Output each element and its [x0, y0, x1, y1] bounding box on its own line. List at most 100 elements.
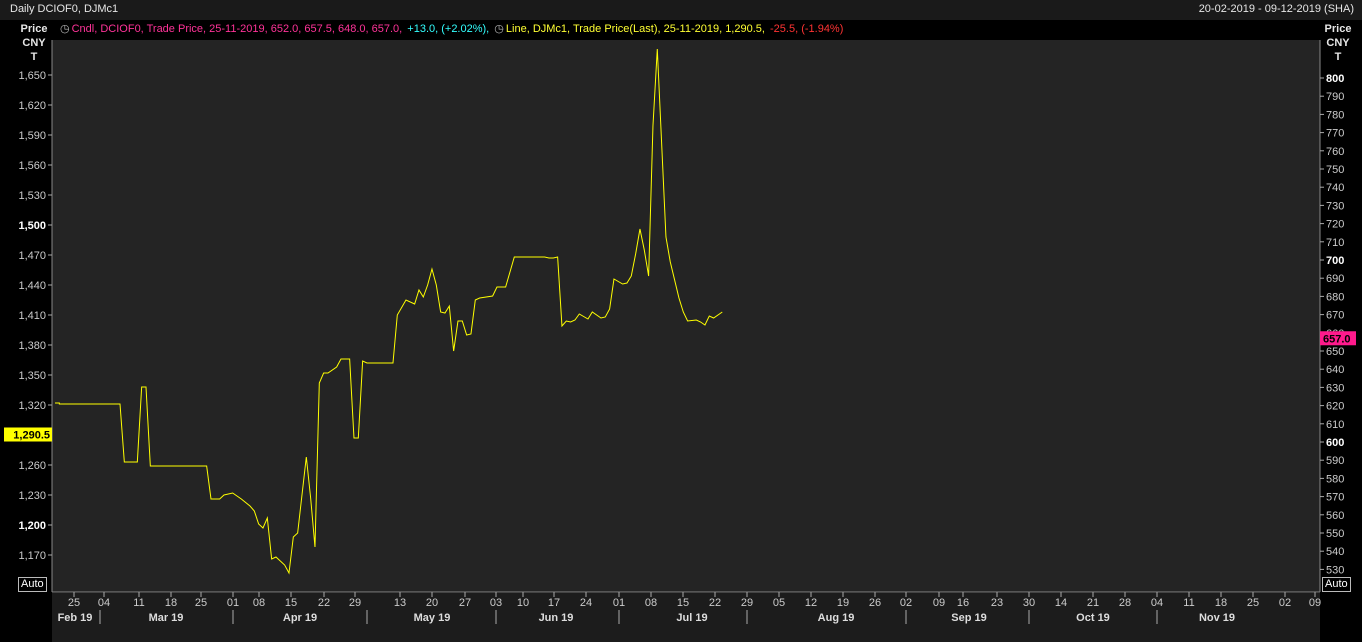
line-legend-icon[interactable]: ◷: [494, 23, 504, 35]
right-tick-label: 580: [1326, 473, 1344, 485]
x-tick-label: 23: [991, 597, 1003, 609]
left-tick-label: 1,320: [18, 400, 46, 412]
right-tick-label: 550: [1326, 528, 1344, 540]
right-tick-label: 750: [1326, 164, 1344, 176]
x-tick-label: 25: [68, 597, 80, 609]
last-candle-value: 657.0: [1323, 333, 1351, 345]
x-tick-label: 22: [318, 597, 330, 609]
month-label: May 19: [414, 612, 451, 624]
left-tick-label: 1,470: [18, 250, 46, 262]
x-tick-label: 02: [900, 597, 912, 609]
x-tick-label: 13: [394, 597, 406, 609]
left-tick-label: 1,260: [18, 460, 46, 472]
left-tick-label: 1,410: [18, 310, 46, 322]
last-candle-value-badge: [1320, 331, 1356, 346]
line-legend-label: Line, DJMc1, Trade Price(Last), 25-11-20…: [505, 23, 765, 35]
candle-legend-change: +13.0, (+2.02%),: [407, 23, 490, 35]
x-tick-label: 15: [285, 597, 297, 609]
x-tick-label: 28: [1119, 597, 1131, 609]
right-tick-label: 590: [1326, 455, 1344, 467]
right-tick-label: 780: [1326, 109, 1344, 121]
left-tick-label: 1,350: [18, 370, 46, 382]
line-legend-change: -25.5, (-1.94%): [770, 23, 844, 35]
left-tick-label: 1,230: [18, 490, 46, 502]
candle-legend-icon[interactable]: ◷: [60, 23, 70, 35]
x-tick-label: 01: [227, 597, 239, 609]
right-tick-label: 570: [1326, 492, 1344, 504]
x-tick-label: 25: [195, 597, 207, 609]
left-axis-title: Price CNY T: [20, 23, 48, 63]
date-range: 20-02-2019 - 09-12-2019 (SHA): [1198, 3, 1354, 15]
month-label: Sep 19: [951, 612, 986, 624]
x-tick-label: 22: [709, 597, 721, 609]
left-tick-label: 1,440: [18, 280, 46, 292]
x-tick-label: 05: [773, 597, 785, 609]
left-tick-label: 1,170: [18, 550, 46, 562]
x-tick-label: 16: [957, 597, 969, 609]
plot-area: [52, 40, 1320, 592]
month-label: Oct 19: [1076, 612, 1110, 624]
left-tick-label: 1,530: [18, 190, 46, 202]
right-tick-label: 700: [1326, 255, 1344, 267]
x-tick-label: 12: [805, 597, 817, 609]
right-tick-label: 530: [1326, 564, 1344, 576]
header-bar: Daily DCIOF0, DJMc1 20-02-2019 - 09-12-2…: [0, 0, 1362, 20]
right-axis-title: Price CNY T: [1324, 23, 1352, 63]
x-tick-label: 26: [869, 597, 881, 609]
auto-scale-left-button[interactable]: Auto: [18, 577, 47, 592]
x-tick-label: 08: [645, 597, 657, 609]
last-line-value-badge: [4, 427, 52, 442]
right-tick-label: 740: [1326, 182, 1344, 194]
left-tick-label: 1,650: [18, 70, 46, 82]
right-tick-label: 800: [1326, 73, 1344, 85]
x-tick-label: 09: [933, 597, 945, 609]
right-tick-label: 630: [1326, 382, 1344, 394]
month-label: Apr 19: [283, 612, 317, 624]
candle-legend-label: Cndl, DCIOF0, Trade Price, 25-11-2019, 6…: [71, 23, 403, 35]
chart-title: Daily DCIOF0, DJMc1: [10, 3, 119, 15]
right-tick-label: 770: [1326, 128, 1344, 140]
x-tick-label: 29: [741, 597, 753, 609]
left-tick-label: 1,590: [18, 130, 46, 142]
line-series-djmc1: [55, 48, 723, 575]
left-tick-label: 1,500: [18, 220, 46, 232]
auto-scale-right-button[interactable]: Auto: [1322, 577, 1351, 592]
right-tick-label: 720: [1326, 219, 1344, 231]
x-tick-label: 17: [548, 597, 560, 609]
x-tick-label: 30: [1023, 597, 1035, 609]
x-axis-strip: [52, 593, 1320, 642]
left-tick-label: 1,380: [18, 340, 46, 352]
month-label: Nov 19: [1199, 612, 1235, 624]
right-tick-label: 620: [1326, 401, 1344, 413]
left-tick-label: 1,620: [18, 100, 46, 112]
right-tick-label: 710: [1326, 237, 1344, 249]
x-tick-label: 04: [1151, 597, 1163, 609]
x-tick-label: 25: [1247, 597, 1259, 609]
x-tick-label: 18: [165, 597, 177, 609]
month-label: Aug 19: [818, 612, 855, 624]
right-tick-label: 610: [1326, 419, 1344, 431]
right-tick-label: 640: [1326, 364, 1344, 376]
x-tick-label: 19: [837, 597, 849, 609]
right-tick-label: 730: [1326, 200, 1344, 212]
month-label: Mar 19: [149, 612, 184, 624]
x-tick-label: 14: [1055, 597, 1067, 609]
right-tick-label: 690: [1326, 273, 1344, 285]
x-tick-label: 24: [580, 597, 592, 609]
right-tick-label: 790: [1326, 91, 1344, 103]
right-tick-label: 680: [1326, 291, 1344, 303]
right-tick-label: 600: [1326, 437, 1344, 449]
x-tick-label: 20: [426, 597, 438, 609]
last-line-value: 1,290.5: [13, 430, 50, 442]
x-tick-label: 29: [349, 597, 361, 609]
x-tick-label: 04: [98, 597, 110, 609]
x-tick-label: 09: [1309, 597, 1321, 609]
x-tick-label: 02: [1279, 597, 1291, 609]
x-tick-label: 10: [517, 597, 529, 609]
x-tick-label: 11: [133, 597, 144, 609]
right-tick-label: 670: [1326, 310, 1344, 322]
month-label: Jul 19: [676, 612, 707, 624]
right-tick-label: 650: [1326, 346, 1344, 358]
x-tick-label: 21: [1087, 597, 1099, 609]
